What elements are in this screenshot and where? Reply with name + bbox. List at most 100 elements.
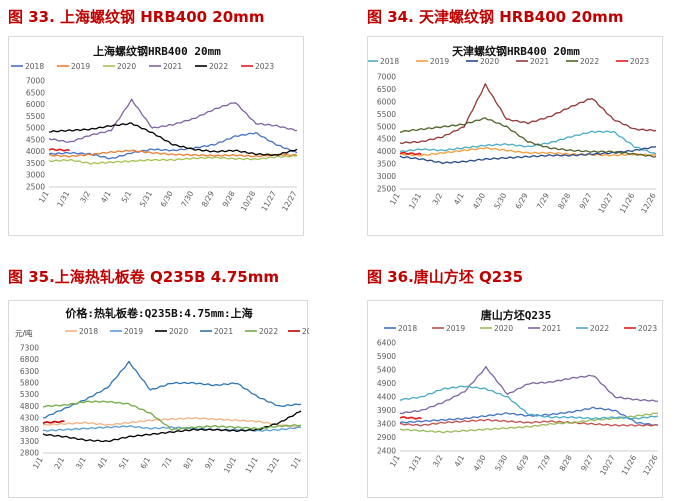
legend-label-2018: 2018 — [79, 327, 98, 336]
x-tick-label: 9/1 — [203, 455, 217, 470]
x-tick-label: 5/31 — [138, 189, 154, 208]
chart-panel-shanghai-rebar: 上海螺纹钢HRB400 20mm 2018 2019 2020 2021 2022 2023… — [8, 36, 304, 236]
chart-tangshan-billet: 唐山方坯Q235 2018 2019 2020 2021 2022 2023 2400 2900… — [377, 308, 660, 477]
series-line-2019 — [399, 146, 657, 157]
legend-label-2020: 2020 — [169, 327, 188, 336]
x-tick-label: 11/1 — [244, 455, 260, 474]
chart-panel-tianjin-rebar: 天津螺纹钢HRB400 20mm 2018 2019 2020 2021 2022 2023… — [367, 36, 663, 236]
x-tick-label: 9/27 — [579, 453, 595, 472]
x-tick-label: 5/30 — [493, 453, 509, 472]
y-tick-label: 7000 — [377, 73, 396, 82]
y-tick-label: 5500 — [377, 110, 396, 119]
y-tick-label: 6300 — [20, 367, 39, 376]
y-tick-label: 3000 — [377, 172, 396, 181]
x-tick-label: 1/1 — [388, 191, 402, 206]
y-tick-label: 6400 — [377, 339, 396, 348]
y-tick-label: 6000 — [377, 97, 396, 106]
y-tick-label: 5000 — [26, 124, 45, 133]
y-tick-label: 6000 — [26, 100, 45, 109]
legend-label-2020: 2020 — [480, 57, 499, 66]
legend-label-2019: 2019 — [124, 327, 143, 336]
legend-label-2019: 2019 — [446, 324, 465, 333]
y-tick-label: 5000 — [377, 122, 396, 131]
series-line-2020 — [48, 154, 298, 165]
y-tick-label: 2400 — [377, 447, 396, 456]
x-tick-label: 10/27 — [596, 191, 615, 214]
legend-label-2019: 2019 — [71, 62, 90, 71]
x-tick-label: 11/26 — [618, 191, 637, 214]
series-line-2021 — [48, 98, 298, 143]
series-line-2021 — [399, 83, 657, 145]
series-line-2021 — [42, 360, 302, 419]
y-tick-label: 3400 — [377, 420, 396, 429]
y-tick-label: 2500 — [26, 183, 45, 192]
x-tick-label: 4/30 — [471, 191, 487, 210]
legend-label-2018: 2018 — [398, 324, 417, 333]
legend-label-2018: 2018 — [380, 57, 399, 66]
chart-shanghai-hot-rolled-coil: 价格:热轧板卷:Q235B:4.75mm:上海元/吨 2018 2019 2020 20… — [15, 306, 309, 475]
x-tick-label: 1/1 — [37, 189, 51, 204]
y-tick-label: 6500 — [377, 85, 396, 94]
x-tick-label: 6/29 — [514, 191, 530, 210]
x-tick-label: 8/28 — [558, 453, 574, 472]
y-tick-label: 3900 — [377, 406, 396, 415]
chart-title: 天津螺纹钢HRB400 20mm — [452, 44, 580, 58]
series-line-2022 — [42, 400, 302, 431]
series-line-2020 — [42, 410, 302, 443]
x-tick-label: 12/26 — [641, 453, 660, 476]
x-tick-label: 3/2 — [431, 191, 445, 206]
x-tick-label: 1/31 — [55, 189, 71, 208]
x-tick-label: 7/1 — [160, 455, 174, 470]
y-tick-label: 5900 — [377, 352, 396, 361]
legend-label-2021: 2021 — [542, 324, 561, 333]
x-tick-label: 1/31 — [407, 191, 423, 210]
x-tick-label: 11/27 — [259, 189, 278, 212]
y-tick-label: 5400 — [377, 366, 396, 375]
series-line-2018 — [399, 130, 657, 155]
x-tick-label: 1/31 — [407, 453, 423, 472]
chart-panel-tangshan-billet: 唐山方坯Q235 2018 2019 2020 2021 2022 2023 2400 2900… — [367, 300, 663, 498]
series-line-2019 — [42, 425, 302, 432]
figure-33-title: 图 33. 上海螺纹钢 HRB400 20mm — [8, 8, 265, 26]
x-tick-label: 12/1 — [265, 455, 281, 474]
y-tick-label: 4000 — [26, 147, 45, 156]
y-tick-label: 7300 — [20, 344, 39, 353]
y-tick-label: 4800 — [20, 402, 39, 411]
y-tick-label: 3800 — [20, 425, 39, 434]
x-tick-label: 4/1 — [452, 453, 466, 468]
series-line-2022 — [399, 117, 657, 158]
y-tick-label: 2800 — [20, 449, 39, 458]
series-line-2023 — [399, 416, 422, 420]
x-tick-label: 9/28 — [221, 189, 237, 208]
figure-34-title: 图 34. 天津螺纹钢 HRB400 20mm — [367, 8, 624, 26]
x-tick-label: 1/1 — [388, 453, 402, 468]
chart-title: 唐山方坯Q235 — [481, 308, 552, 322]
chart-tianjin-rebar: 天津螺纹钢HRB400 20mm 2018 2019 2020 2021 2022 2023… — [368, 44, 658, 215]
y-tick-label: 3300 — [20, 437, 39, 446]
x-tick-label: 9/27 — [578, 191, 594, 210]
y-tick-label: 4900 — [377, 379, 396, 388]
x-tick-label: 10/28 — [239, 189, 258, 212]
x-tick-label: 10/1 — [222, 455, 238, 474]
x-tick-label: 1/1 — [31, 455, 45, 470]
chart-panel-shanghai-hot-rolled-coil: 价格:热轧板卷:Q235B:4.75mm:上海 元/吨 2018 2019 2020 20… — [8, 300, 309, 498]
y-tick-label: 4000 — [377, 147, 396, 156]
chart-title: 上海螺纹钢HRB400 20mm — [93, 44, 221, 58]
x-tick-label: 10/27 — [598, 453, 617, 476]
legend-label-2023: 2023 — [255, 62, 274, 71]
y-tick-label: 4300 — [20, 414, 39, 423]
x-tick-label: 6/30 — [159, 189, 175, 208]
x-tick-label: 5/1 — [120, 189, 134, 204]
x-tick-label: 5/1 — [117, 455, 131, 470]
y-tick-label: 4500 — [26, 135, 45, 144]
x-tick-label: 3/2 — [78, 189, 92, 204]
legend-label-2023: 2023 — [630, 57, 649, 66]
series-line-2018 — [48, 131, 298, 160]
series-line-2023 — [48, 148, 70, 152]
x-tick-label: 12/26 — [639, 191, 658, 214]
series-line-2022 — [399, 385, 659, 420]
x-tick-label: 3/1 — [74, 455, 88, 470]
legend-label-2022: 2022 — [259, 327, 278, 336]
series-line-2023 — [399, 151, 422, 156]
x-tick-label: 5/30 — [492, 191, 508, 210]
